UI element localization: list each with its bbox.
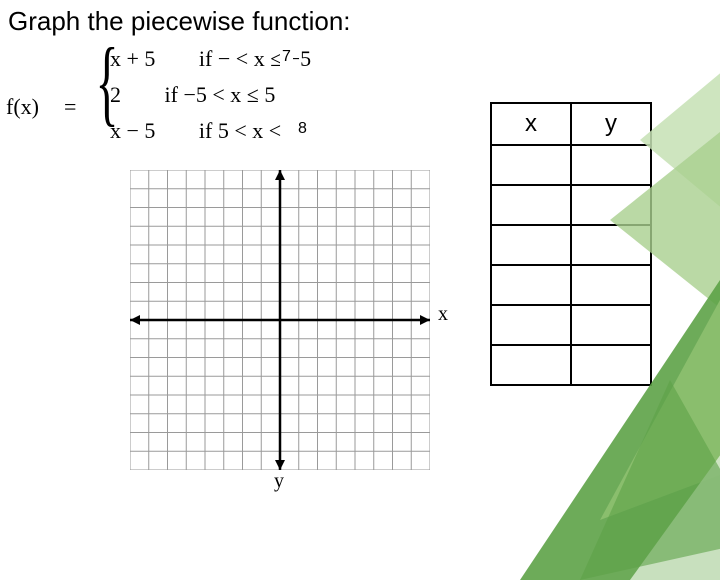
- piece-3-expr: x − 5: [110, 118, 155, 143]
- table-cell-y: [571, 225, 651, 265]
- function-label: f(x): [6, 94, 39, 120]
- xy-table-header-row: x y: [491, 103, 651, 145]
- table-row: [491, 185, 651, 225]
- table-row: [491, 305, 651, 345]
- axis-label-x: x: [438, 303, 448, 326]
- equals-sign: =: [64, 94, 76, 120]
- table-cell-x: [491, 185, 571, 225]
- xy-table-header-x: x: [491, 103, 571, 145]
- overlay-number-7: 7: [280, 48, 293, 66]
- piece-1-expr: x + 5: [110, 46, 155, 71]
- table-cell-y: [571, 145, 651, 185]
- grid-axes: [130, 170, 430, 470]
- table-row: [491, 265, 651, 305]
- xy-table-header-y: y: [571, 103, 651, 145]
- table-row: [491, 145, 651, 185]
- table-cell-y: [571, 305, 651, 345]
- table-cell-x: [491, 145, 571, 185]
- table-cell-x: [491, 345, 571, 385]
- piece-3-cond-prefix: if 5 < x <: [199, 118, 281, 143]
- table-cell-y: [571, 185, 651, 225]
- table-row: [491, 345, 651, 385]
- page-title: Graph the piecewise function:: [8, 6, 351, 37]
- coordinate-grid: x y: [130, 170, 430, 470]
- piece-2: 2 if −5 < x ≤ 5: [110, 82, 275, 108]
- table-cell-y: [571, 345, 651, 385]
- piece-3: x − 5 if 5 < x <: [110, 118, 281, 144]
- table-cell-x: [491, 305, 571, 345]
- table-cell-y: [571, 265, 651, 305]
- piece-2-expr: 2: [110, 82, 121, 107]
- table-cell-x: [491, 265, 571, 305]
- grid-svg: [130, 170, 430, 470]
- table-cell-x: [491, 225, 571, 265]
- piece-2-cond: if −5 < x ≤ 5: [165, 82, 276, 107]
- piece-1-cond-suffix: < x ≤ −5: [230, 46, 311, 71]
- table-row: [491, 225, 651, 265]
- overlay-number-8: 8: [296, 120, 309, 138]
- axis-label-y: y: [274, 470, 284, 493]
- xy-table: x y: [490, 102, 652, 386]
- piece-1-cond-prefix: if −: [199, 46, 230, 71]
